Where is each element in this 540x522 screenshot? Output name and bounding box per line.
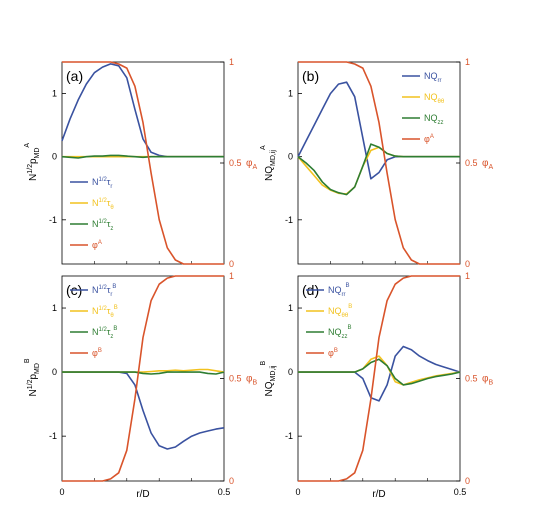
ytick-label: -1 [49, 431, 57, 441]
legend-label-4: φB [328, 348, 338, 358]
y2tick-label: 0 [465, 259, 470, 269]
y2tick-label: 0.5 [229, 374, 242, 384]
legend: N1/2τrB N1/2τθB N1/2τzB φB [70, 284, 118, 358]
legend-label-3: N1/2τzB [92, 326, 117, 340]
ytick-label: 0 [288, 152, 293, 162]
panel-1: 1 0 -1 1 0.5 0 (a) N1/2pMDA φA N1/2τr N1/2τθ N1/2τz… [24, 57, 257, 269]
legend-label-2: NQθθ [424, 92, 445, 105]
y2tick-label: 1 [465, 271, 470, 281]
ylabel: NQMD,ijB [260, 361, 277, 397]
series-line-2 [297, 146, 460, 195]
panel-3: 10-110.500 0.5(c)N1/2pMDBφBr/DN1/2τrBN1/2… [24, 271, 257, 500]
ytick-label: -1 [49, 215, 57, 225]
panel-label: (a) [66, 68, 83, 84]
legend-label-1: N1/2τr [92, 177, 112, 190]
ylabel: N1/2pMDB [24, 358, 41, 396]
y2label: φB [482, 374, 493, 387]
series-line-3 [297, 143, 460, 196]
panel-label: (b) [302, 68, 319, 84]
series-line-4 [298, 275, 460, 482]
ytick-label: 1 [52, 89, 57, 99]
legend-label-1: N1/2τrB [92, 284, 116, 298]
series-line-2 [298, 355, 461, 386]
y2tick-label: 1 [229, 57, 234, 67]
legend-label-1: NQrr [424, 71, 442, 84]
ytick-label: -1 [285, 431, 293, 441]
legend-label-4: φA [424, 134, 434, 144]
ytick-label: 1 [288, 303, 293, 313]
xtick-label: 0.5 [218, 487, 231, 497]
legend-label-2: NQθθB [328, 304, 352, 319]
ytick-label: 1 [288, 89, 293, 99]
y2tick-label: 0 [465, 476, 470, 486]
legend-label-2: N1/2τθ [92, 198, 114, 211]
ylabel: NQMD,ijA [260, 145, 277, 181]
xtick-label: 0.5 [454, 487, 467, 497]
y2label: φB [246, 374, 257, 387]
series-line-3 [61, 154, 224, 159]
ylabel: N1/2pMDA [24, 143, 41, 181]
xtick-label: 0 [59, 487, 64, 497]
y2tick-label: 0.5 [465, 158, 478, 168]
legend: NQrr NQθθ NQzz φA [402, 71, 445, 144]
y2tick-label: 1 [229, 271, 234, 281]
legend-label-4: φA [92, 240, 102, 250]
plot-frame [297, 275, 461, 482]
legend-label-2: N1/2τθB [92, 305, 118, 319]
series-line-1 [62, 371, 225, 450]
y2tick-label: 0 [229, 476, 234, 486]
y2tick-label: 0.5 [229, 158, 242, 168]
series-line-4 [62, 275, 224, 482]
legend-label-3: NQzz [424, 113, 444, 126]
panel-2: 1 0 -1 1 0.5 0 (b) NQMD,ijA φA NQrr NQθθ NQzz φA [260, 57, 493, 269]
ytick-label: 0 [288, 367, 293, 377]
series-line-4 [298, 61, 460, 265]
y2label: φA [246, 158, 257, 171]
legend: NQrrB NQθθB NQzzB φB [306, 283, 352, 358]
y2tick-label: 0 [229, 259, 234, 269]
ytick-label: 0 [52, 152, 57, 162]
series-line-3 [62, 371, 225, 375]
series-line-3 [298, 358, 461, 386]
legend-label-1: NQrrB [328, 283, 350, 298]
ytick-label: 1 [52, 303, 57, 313]
y2label: φA [482, 158, 493, 171]
plot-frame [61, 61, 225, 265]
legend-label-3: N1/2τz [92, 219, 113, 232]
xlabel: r/D [136, 489, 149, 500]
series-line-4 [62, 61, 224, 265]
plot-frame [61, 275, 225, 482]
y2tick-label: 1 [465, 57, 470, 67]
series-line-1 [61, 63, 224, 158]
ytick-label: -1 [285, 215, 293, 225]
ytick-label: 0 [52, 367, 57, 377]
y2tick-label: 0.5 [465, 374, 478, 384]
xtick-label: 0 [295, 487, 300, 497]
panel-4: 10-110.500 0.5(d)NQMD,ijBφBr/DNQrrBNQθθBN… [260, 271, 493, 500]
legend: N1/2τr N1/2τθ N1/2τz φA [70, 177, 114, 250]
series-line-1 [298, 345, 461, 402]
legend-label-4: φB [92, 348, 102, 358]
legend-label-3: NQzzB [328, 325, 352, 340]
xlabel: r/D [372, 489, 385, 500]
